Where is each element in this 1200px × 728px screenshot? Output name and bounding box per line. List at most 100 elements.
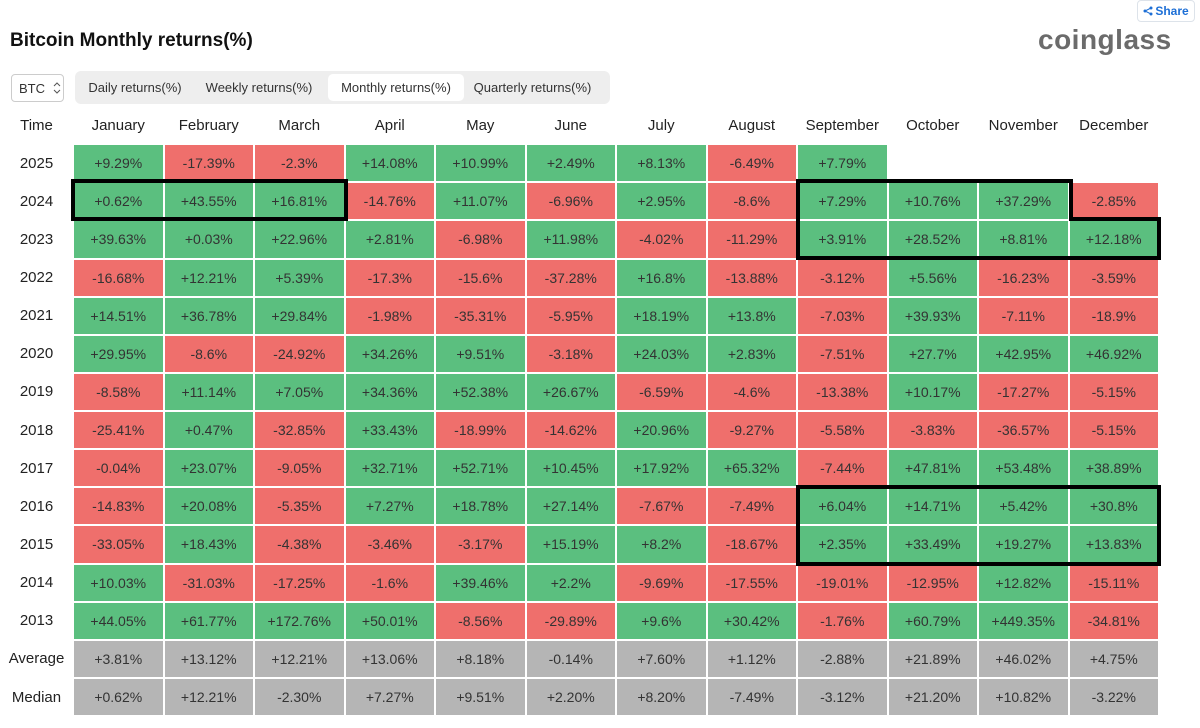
return-cell: +10.17% xyxy=(888,373,977,411)
column-header: October xyxy=(906,116,960,134)
column-header: August xyxy=(728,116,776,134)
return-cell: +7.05% xyxy=(255,373,344,411)
return-cell: +17.92% xyxy=(617,450,706,487)
row-label: 2018 xyxy=(19,421,54,439)
return-cell: +11.98% xyxy=(526,221,615,258)
summary-cell: +12.21% xyxy=(164,678,253,716)
share-label: Share xyxy=(1155,4,1189,18)
tab[interactable]: Quarterly returns(%) xyxy=(473,80,592,95)
summary-cell: -7.49% xyxy=(707,678,796,716)
return-cell: -4.02% xyxy=(617,221,706,258)
row-label: 2025 xyxy=(19,154,54,172)
return-cell: +172.76% xyxy=(255,602,344,639)
return-cell: +29.84% xyxy=(255,297,344,334)
row-label: 2020 xyxy=(19,345,54,363)
return-cell: +38.89% xyxy=(1069,450,1158,487)
share-button[interactable]: Share xyxy=(1137,0,1195,22)
return-cell: -9.05% xyxy=(255,450,344,487)
return-cell: +30.8% xyxy=(1069,488,1158,525)
return-cell: +23.07% xyxy=(164,450,253,487)
return-cell: +32.71% xyxy=(345,450,434,487)
return-cell: +46.92% xyxy=(1069,335,1158,372)
return-cell: -17.25% xyxy=(255,564,344,601)
return-cell: +2.95% xyxy=(617,183,706,220)
summary-cell: +10.82% xyxy=(979,678,1068,716)
return-cell: +43.55% xyxy=(164,183,253,220)
return-cell: +30.42% xyxy=(707,602,796,639)
return-cell: -7.11% xyxy=(979,297,1068,334)
return-cell: +16.8% xyxy=(617,259,706,296)
column-header: February xyxy=(178,116,239,134)
row-label: 2017 xyxy=(19,459,54,477)
return-cell: -12.95% xyxy=(888,564,977,601)
summary-cell: +8.20% xyxy=(617,678,706,716)
return-cell: -8.6% xyxy=(707,183,796,220)
return-cell: -25.41% xyxy=(74,412,163,449)
return-cell: -5.35% xyxy=(255,488,344,525)
return-cell: -32.85% xyxy=(255,412,344,449)
return-cell: -37.28% xyxy=(526,259,615,296)
return-cell: -33.05% xyxy=(74,526,163,563)
return-cell: -6.49% xyxy=(707,145,796,182)
return-cell: +6.04% xyxy=(798,488,887,525)
return-cell: +22.96% xyxy=(255,221,344,258)
return-cell: -7.03% xyxy=(798,297,887,334)
return-cell: -24.92% xyxy=(255,335,344,372)
return-cell: +24.03% xyxy=(617,335,706,372)
return-cell: +39.93% xyxy=(888,297,977,334)
return-cell: -2.3% xyxy=(255,145,344,182)
tab[interactable]: Daily returns(%) xyxy=(88,80,182,95)
return-cell: +37.29% xyxy=(979,183,1068,220)
return-cell: -7.44% xyxy=(798,450,887,487)
return-cell: -3.83% xyxy=(888,412,977,449)
return-cell: +3.91% xyxy=(798,221,887,258)
column-header: March xyxy=(278,116,321,134)
return-cell: +14.51% xyxy=(74,297,163,334)
return-cell: +2.35% xyxy=(798,526,887,563)
return-cell: +39.63% xyxy=(74,221,163,258)
summary-cell: +21.20% xyxy=(888,678,977,716)
return-cell: +5.56% xyxy=(888,259,977,296)
return-cell: -19.01% xyxy=(798,564,887,601)
return-cell: +12.21% xyxy=(164,259,253,296)
row-label: 2016 xyxy=(19,497,54,515)
return-cell: -0.04% xyxy=(74,450,163,487)
return-cell: -17.3% xyxy=(345,259,434,296)
return-cell: +18.19% xyxy=(617,297,706,334)
row-label: Average xyxy=(8,650,65,668)
summary-cell: +4.75% xyxy=(1069,640,1158,677)
return-cell: +7.29% xyxy=(798,183,887,220)
return-cell: -5.15% xyxy=(1069,373,1158,411)
return-cell: -8.58% xyxy=(74,373,163,411)
return-cell: -3.12% xyxy=(798,259,887,296)
return-cell: +44.05% xyxy=(74,602,163,639)
tab[interactable]: Weekly returns(%) xyxy=(205,80,313,95)
return-cell: +27.7% xyxy=(888,335,977,372)
return-cell: +19.27% xyxy=(979,526,1068,563)
row-label: 2021 xyxy=(19,307,54,325)
return-cell: -3.59% xyxy=(1069,259,1158,296)
return-cell: +9.51% xyxy=(436,335,525,372)
return-cell: +0.47% xyxy=(164,412,253,449)
row-label: 2019 xyxy=(19,383,54,401)
return-cell: +7.79% xyxy=(798,145,887,182)
return-cell: +11.14% xyxy=(164,373,253,411)
return-cell: +2.83% xyxy=(707,335,796,372)
return-cell: -36.57% xyxy=(979,412,1068,449)
column-header: December xyxy=(1079,116,1149,134)
return-cell: +50.01% xyxy=(345,602,434,639)
return-cell: +14.08% xyxy=(345,145,434,182)
return-cell: -13.88% xyxy=(707,259,796,296)
return-cell: +15.19% xyxy=(526,526,615,563)
tab[interactable]: Monthly returns(%) xyxy=(328,74,464,101)
summary-cell: +13.06% xyxy=(345,640,434,677)
return-cell: -15.11% xyxy=(1069,564,1158,601)
return-cell: -7.67% xyxy=(617,488,706,525)
summary-cell: +7.60% xyxy=(617,640,706,677)
summary-cell: -2.30% xyxy=(255,678,344,716)
return-cell: -13.38% xyxy=(798,373,887,411)
return-cell: +8.13% xyxy=(617,145,706,182)
coin-select[interactable]: BTC xyxy=(11,74,64,102)
return-cell: +10.99% xyxy=(436,145,525,182)
